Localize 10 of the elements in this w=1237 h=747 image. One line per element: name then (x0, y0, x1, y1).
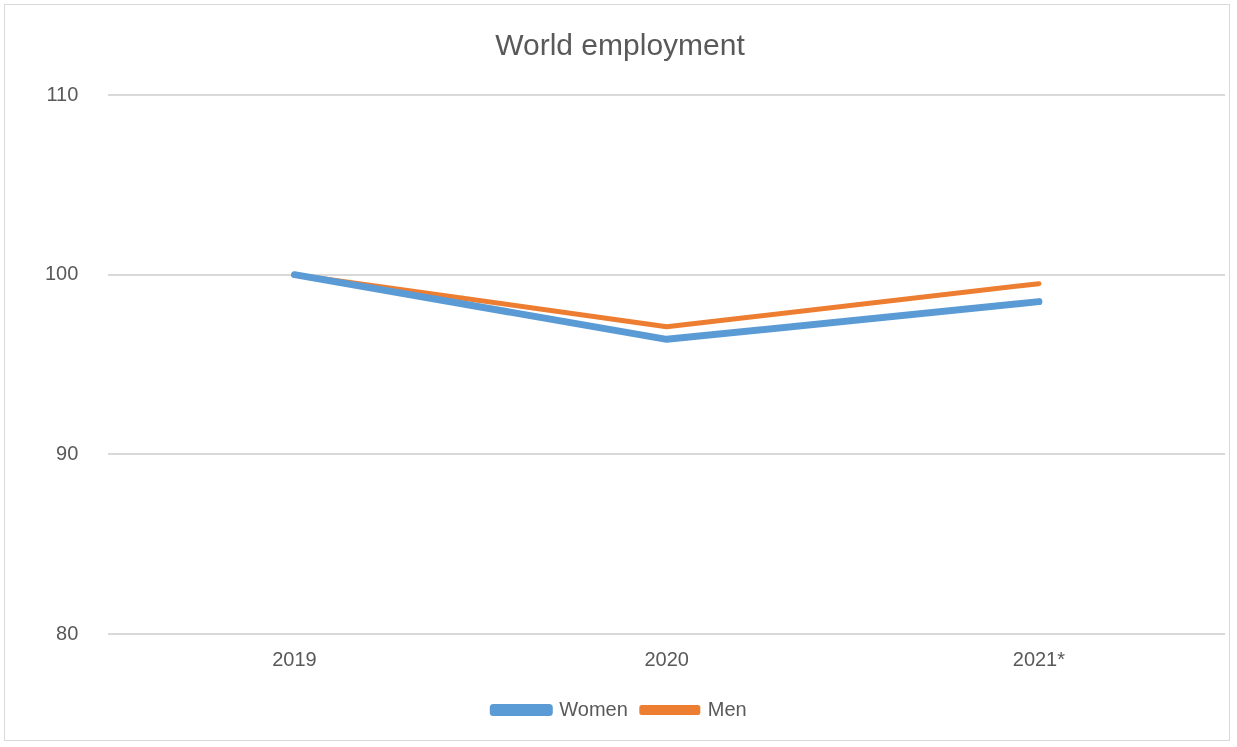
y-tick-label: 90 (56, 441, 79, 464)
legend-label: Women (559, 697, 628, 720)
y-tick-label: 110 (46, 82, 79, 105)
x-tick-label: 2019 (272, 647, 317, 670)
x-tick-label: 2020 (644, 647, 689, 670)
y-tick-label: 80 (56, 621, 79, 644)
y-tick-label: 100 (44, 262, 79, 285)
legend-label: Men (707, 697, 747, 720)
chart-title: World employment (495, 28, 746, 62)
x-tick-label: 2021* (1012, 647, 1066, 670)
